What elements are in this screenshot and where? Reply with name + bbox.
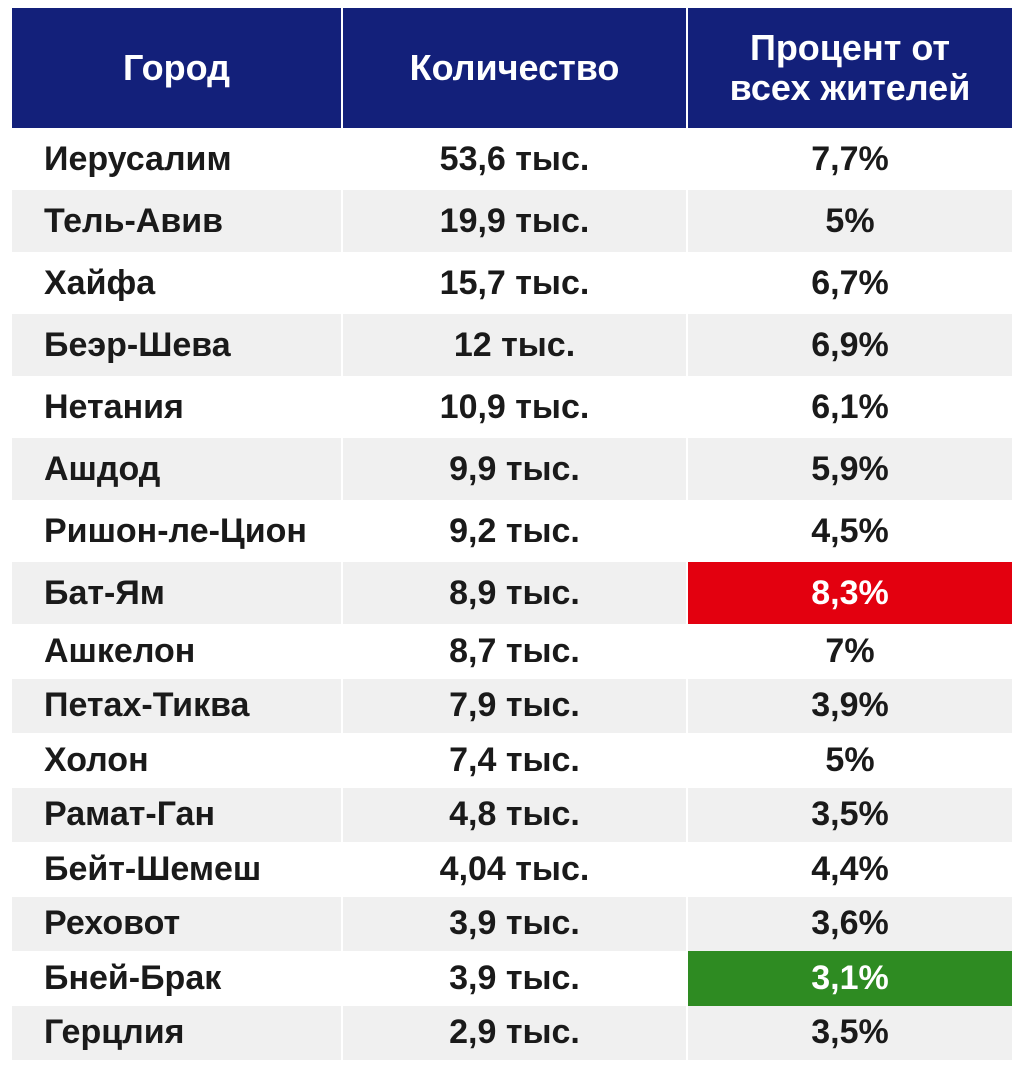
header-cell: Количество — [341, 8, 687, 128]
table-cell: 53,6 тыс. — [341, 128, 687, 190]
table-row: Бат-Ям 8,9 тыс. 8,3% — [12, 562, 1012, 624]
table-cell: Ашдод — [12, 438, 342, 500]
header-row: Город Количество Процент от всех жителей — [12, 8, 1012, 128]
table-row: Реховот 3,9 тыс. 3,6% — [12, 896, 1012, 951]
table-cell: 8,7 тыс. — [341, 624, 687, 679]
table-row: Хайфа 15,7 тыс. 6,7% — [12, 252, 1012, 314]
table-row: Бней-Брак 3,9 тыс. 3,1% — [12, 951, 1012, 1006]
table-cell: 8,3% — [686, 562, 1012, 624]
table-row: Бейт-Шемеш 4,04 тыс. 4,4% — [12, 842, 1012, 897]
table-cell: Рамат-Ган — [12, 787, 342, 842]
header-cell: Город — [12, 8, 342, 128]
table-cell: 5,9% — [686, 438, 1012, 500]
table-cell: 6,9% — [686, 314, 1012, 376]
table-cell: Тель-Авив — [12, 190, 342, 252]
table-cell: 12 тыс. — [341, 314, 687, 376]
table-row: Герцлия 2,9 тыс. 3,5% — [12, 1005, 1012, 1060]
table-row: Ашдод 9,9 тыс. 5,9% — [12, 438, 1012, 500]
table-cell: Петах-Тиква — [12, 678, 342, 733]
table-cell: 3,9 тыс. — [341, 951, 687, 1006]
table-cell: 9,2 тыс. — [341, 500, 687, 562]
data-table: Город Количество Процент от всех жителей И… — [12, 8, 1012, 1060]
table-cell: Нетания — [12, 376, 342, 438]
table-row: Ашкелон 8,7 тыс. 7% — [12, 624, 1012, 679]
table-cell: 3,5% — [686, 1005, 1012, 1060]
table-cell: Иерусалим — [12, 128, 342, 190]
table-row: Рамат-Ган 4,8 тыс. 3,5% — [12, 787, 1012, 842]
table-cell: 15,7 тыс. — [341, 252, 687, 314]
table-cell: Бат-Ям — [12, 562, 342, 624]
table-body: Иерусалим 53,6 тыс. 7,7% Тель-Авив 19,9 тыс.… — [12, 128, 1012, 1060]
table-row: Петах-Тиква 7,9 тыс. 3,9% — [12, 678, 1012, 733]
header-cell: Процент от всех жителей — [686, 8, 1012, 128]
table-cell: 3,1% — [686, 951, 1012, 1006]
table-cell: 7,4 тыс. — [341, 733, 687, 788]
table-cell: 3,9 тыс. — [341, 896, 687, 951]
table-cell: 10,9 тыс. — [341, 376, 687, 438]
table-cell: 4,04 тыс. — [341, 842, 687, 897]
table-cell: Ашкелон — [12, 624, 342, 679]
table-cell: 3,5% — [686, 787, 1012, 842]
table-cell: 4,8 тыс. — [341, 787, 687, 842]
table-cell: Бней-Брак — [12, 951, 342, 1006]
table-header: Город Количество Процент от всех жителей — [12, 8, 1012, 128]
table-cell: 7,7% — [686, 128, 1012, 190]
table-cell: 6,1% — [686, 376, 1012, 438]
table-row: Нетания 10,9 тыс. 6,1% — [12, 376, 1012, 438]
table-cell: 7% — [686, 624, 1012, 679]
table-cell: 3,6% — [686, 896, 1012, 951]
table-cell: Ришон-ле-Цион — [12, 500, 342, 562]
table-cell: Хайфа — [12, 252, 342, 314]
table-cell: 6,7% — [686, 252, 1012, 314]
table-cell: 5% — [686, 733, 1012, 788]
table-row: Ришон-ле-Цион 9,2 тыс. 4,5% — [12, 500, 1012, 562]
table-cell: 4,4% — [686, 842, 1012, 897]
table-cell: 3,9% — [686, 678, 1012, 733]
table-cell: 9,9 тыс. — [341, 438, 687, 500]
table-cell: Бейт-Шемеш — [12, 842, 342, 897]
table-row: Иерусалим 53,6 тыс. 7,7% — [12, 128, 1012, 190]
table-cell: 19,9 тыс. — [341, 190, 687, 252]
table-cell: Реховот — [12, 896, 342, 951]
table-cell: Герцлия — [12, 1005, 342, 1060]
table-cell: 4,5% — [686, 500, 1012, 562]
table-cell: 7,9 тыс. — [341, 678, 687, 733]
table-cell: Беэр-Шева — [12, 314, 342, 376]
table-cell: 2,9 тыс. — [341, 1005, 687, 1060]
table-cell: Холон — [12, 733, 342, 788]
table-row: Холон 7,4 тыс. 5% — [12, 733, 1012, 788]
table-row: Тель-Авив 19,9 тыс. 5% — [12, 190, 1012, 252]
table-row: Беэр-Шева 12 тыс. 6,9% — [12, 314, 1012, 376]
table-cell: 5% — [686, 190, 1012, 252]
table-cell: 8,9 тыс. — [341, 562, 687, 624]
